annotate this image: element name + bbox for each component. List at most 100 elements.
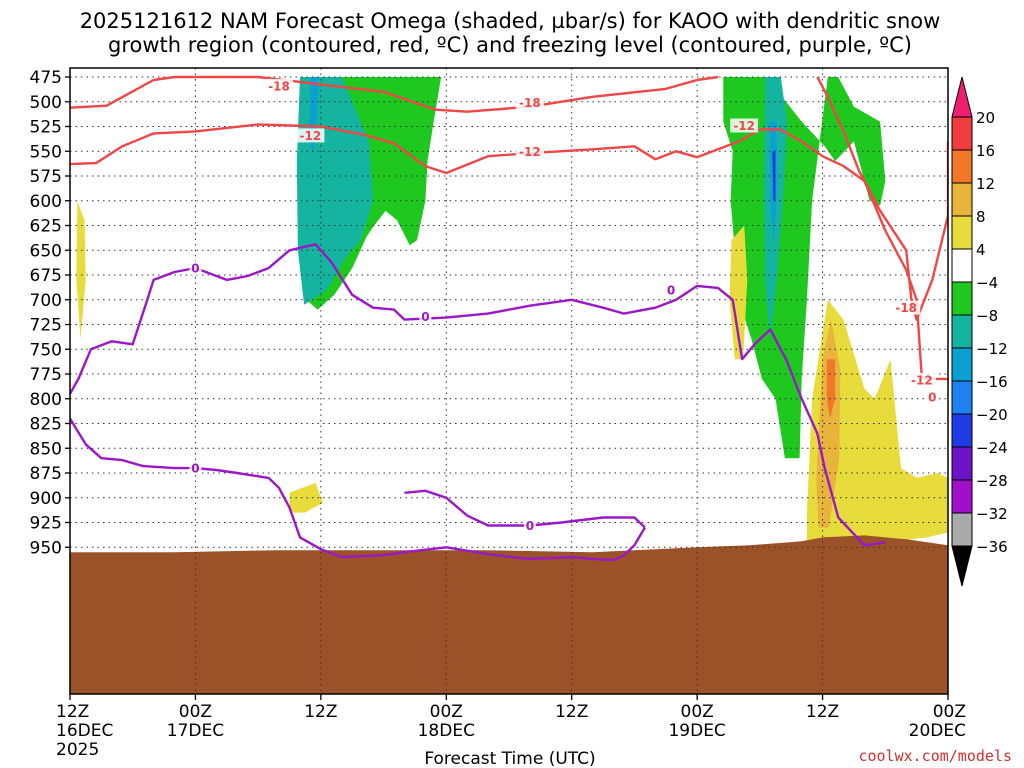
y-tick-label: 950 (30, 538, 62, 558)
contour-label: 0 (526, 519, 534, 533)
omega-region-7 (76, 200, 86, 340)
y-tick-label: 725 (30, 316, 62, 336)
colorbar-segment (951, 314, 973, 349)
contour-label: -18 (268, 79, 290, 93)
colorbar-label: 12 (976, 175, 995, 193)
contour-label: 0 (928, 390, 936, 404)
colorbar-label: 4 (976, 241, 986, 259)
y-tick-label: 800 (30, 390, 62, 410)
colorbar-segment (951, 413, 973, 448)
x-tick-year: 2025 (56, 740, 99, 760)
x-tick-time: 00Z (681, 702, 714, 722)
colorbar-label: −24 (976, 439, 1008, 457)
y-tick-label: 700 (30, 291, 62, 311)
y-tick-label: 625 (30, 217, 62, 237)
contour-label-bg (189, 261, 202, 276)
contour-label: -18 (519, 96, 541, 110)
contour-labels: -18 -18 -18 -12 -12 -12 -12 0 0 0 0 0 0 (189, 78, 939, 533)
colorbar-label: 8 (976, 208, 986, 226)
contour-lines (70, 75, 948, 562)
colorbar-label: −4 (976, 274, 998, 292)
colorbar-segment (951, 215, 973, 250)
x-tick-time: 12Z (56, 702, 89, 722)
omega-region-10 (806, 299, 948, 543)
x-tick-date: 18DEC (418, 721, 475, 741)
colorbar-segment (951, 512, 973, 547)
y-tick-label: 825 (30, 415, 62, 435)
contour-label: -18 (895, 301, 917, 315)
colorbar-segment (951, 182, 973, 217)
contour-label: -12 (300, 129, 322, 143)
colorbar-label: −12 (976, 340, 1008, 358)
x-tick-time: 00Z (933, 702, 966, 722)
y-tick-label: 775 (30, 365, 62, 385)
contour-label-bg (189, 461, 202, 476)
contour-line-1 (816, 76, 948, 321)
contour-label: 0 (191, 462, 199, 476)
contour-label: -12 (733, 119, 755, 133)
colorbar-label: −16 (976, 373, 1008, 391)
colorbar-segment (951, 248, 973, 283)
y-tick-label: 550 (30, 142, 62, 162)
contour-label: 0 (421, 310, 429, 324)
y-tick-label: 500 (30, 93, 62, 113)
colorbar-segment (951, 116, 973, 151)
contour-label-bg (523, 518, 536, 533)
chart-title-line-2: growth region (contoured, red, ºC) and f… (108, 33, 912, 57)
x-tick-time: 00Z (179, 702, 212, 722)
y-tick-label: 875 (30, 464, 62, 484)
omega-region-6 (772, 151, 776, 201)
y-tick-label: 575 (30, 167, 62, 187)
contour-label-bg (515, 95, 544, 110)
x-tick-time: 00Z (430, 702, 463, 722)
contour-label-bg (665, 282, 678, 297)
chart-title: 2025121612 NAM Forecast Omega (shaded, µ… (80, 9, 941, 57)
colorbar-label: −32 (976, 505, 1008, 523)
x-tick-date: 20DEC (909, 721, 966, 741)
colorbar-label: 20 (976, 109, 995, 127)
omega-region-8 (289, 482, 323, 513)
x-tick-date: 16DEC (56, 721, 113, 741)
contour-label: -12 (911, 373, 933, 387)
x-tick-time: 12Z (555, 702, 588, 722)
colorbar-segment (951, 347, 973, 382)
y-tick-label: 850 (30, 439, 62, 459)
y-tick-label: 475 (30, 68, 62, 88)
colorbar: 20 16 12 8 4 −4 −8 −12 −16 −20 −24 −28 −32 −36 (951, 76, 1008, 587)
y-tick-label: 525 (30, 118, 62, 138)
colorbar-segment (951, 380, 973, 415)
colorbar-segment (951, 281, 973, 316)
colorbar-label: 16 (976, 142, 995, 160)
contour-label-bg (515, 144, 544, 159)
contour-label: 0 (667, 283, 675, 297)
colorbar-segment (951, 446, 973, 481)
contour-label-bg (730, 118, 759, 133)
omega-region-9 (729, 225, 748, 360)
x-axis-label: Forecast Time (UTC) (424, 749, 595, 768)
x-tick-date: 19DEC (668, 721, 725, 741)
colorbar-label: −36 (976, 538, 1008, 556)
colorbar-label: −8 (976, 307, 998, 325)
contour-label-bg (296, 128, 325, 143)
x-tick-time: 12Z (304, 702, 337, 722)
x-tick-date: 17DEC (167, 721, 224, 741)
credit-text: coolwx.com/models (858, 747, 1012, 765)
contour-label: 0 (191, 262, 199, 276)
contour-label-bg (892, 300, 921, 315)
contour-line-3 (70, 243, 886, 547)
contour-label-bg (265, 78, 294, 93)
plot-frame (69, 67, 949, 695)
contour-label: -12 (519, 145, 541, 159)
y-tick-label: 900 (30, 489, 62, 509)
contour-label-bg (907, 372, 936, 387)
colorbar-bottom-arrow (951, 545, 973, 587)
colorbar-label: −20 (976, 406, 1008, 424)
colorbar-label: −28 (976, 472, 1008, 490)
y-tick-label: 675 (30, 266, 62, 286)
omega-region-12 (826, 359, 836, 419)
y-tick-label: 650 (30, 241, 62, 261)
y-axis: 475 500 525 550 575 600 625 650 675 700 725 750 775 8… (30, 68, 70, 558)
chart-title-line-1: 2025121612 NAM Forecast Omega (shaded, µ… (80, 9, 941, 33)
